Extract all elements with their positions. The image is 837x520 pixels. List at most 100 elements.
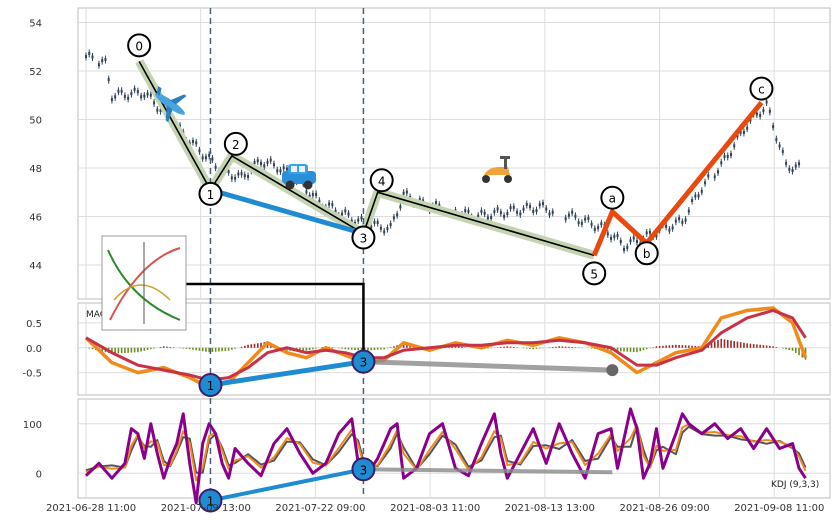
macd-histogram-bar (305, 347, 308, 351)
macd-histogram-bar (571, 347, 573, 348)
macd-histogram-bar (623, 347, 625, 352)
kdj-divergence-label-circle (351, 457, 376, 482)
kdj-divergence-label-circle (198, 488, 223, 513)
macd-histogram-bar (629, 347, 632, 352)
candle-body (584, 217, 587, 221)
macd-histogram-bar (558, 346, 560, 348)
x-tick-label: 2021-06-28 11:00 (46, 503, 136, 514)
macd-histogram-bar (636, 347, 638, 353)
macd-histogram-bar (642, 347, 645, 351)
candle-body (318, 199, 321, 203)
candle-body (347, 212, 350, 216)
macd-histogram-bar (746, 343, 748, 348)
candle-body (635, 240, 638, 244)
candle-body (648, 230, 651, 234)
price-y-tick: 48 (29, 164, 42, 175)
macd-histogram-bar (688, 345, 690, 348)
candle-body (146, 92, 149, 96)
scooter-icon (482, 156, 512, 183)
macd-histogram-bar (681, 345, 684, 348)
impulse-wave-label-text: 0 (135, 39, 143, 53)
candle-body (726, 154, 729, 158)
macd-gray-line (363, 359, 613, 373)
candle-body (538, 203, 541, 207)
macd-histogram-bar (114, 347, 116, 354)
candle-body (739, 130, 742, 134)
candle-body (123, 94, 126, 98)
candle-body (798, 162, 801, 166)
candle-body (600, 222, 603, 226)
candle-body (240, 172, 243, 176)
macd-histogram-bar (380, 347, 382, 350)
candle-body (285, 167, 288, 171)
macd-histogram-bar (224, 347, 227, 351)
macd-histogram-bar (568, 346, 570, 348)
macd-histogram-bar (137, 347, 139, 353)
price-y-tick: 50 (29, 116, 42, 127)
macd-histogram-bar (684, 345, 687, 348)
candle-body (522, 207, 525, 211)
candle-body (759, 114, 762, 118)
candle-body (691, 198, 694, 202)
candle-body (234, 176, 237, 180)
macd-histogram-bar (91, 347, 94, 350)
macd-divergence-label-circle (198, 373, 223, 398)
candle-body (593, 227, 596, 231)
candle-body (396, 213, 399, 217)
candle-body (266, 160, 269, 164)
macd-histogram-bar (733, 341, 736, 348)
macd-histogram-bar (354, 347, 356, 350)
price-y-tick: 44 (29, 261, 42, 272)
candle-body (632, 236, 635, 240)
candle-body (110, 98, 113, 102)
candle-body (645, 231, 648, 235)
correction-wave-label-text: c (758, 83, 765, 97)
macd-histogram-bar (730, 340, 732, 348)
candle-body (729, 153, 732, 157)
candle-body (402, 191, 405, 195)
macd-histogram-bar (723, 339, 726, 348)
macd-histogram-bar (133, 347, 136, 353)
macd-histogram-bar (260, 342, 262, 348)
macd-histogram-bar (769, 345, 771, 348)
correction-wave-label-circle (600, 185, 625, 210)
macd-histogram-bar (655, 346, 658, 348)
candle-body (577, 221, 580, 225)
macd-histogram-bar (162, 346, 165, 348)
candle-body (237, 172, 240, 176)
macd-histogram-bar (208, 347, 210, 353)
candle-body (243, 174, 246, 178)
macd-histogram-bar (302, 347, 304, 351)
macd-histogram-bar (218, 347, 220, 352)
candle-body (674, 219, 677, 223)
kdj-panel-frame (77, 398, 831, 499)
macd-histogram-bar (525, 347, 528, 349)
candle-body (373, 220, 376, 224)
macd-histogram-bar (503, 346, 505, 348)
candle-body (720, 161, 723, 165)
candle-body (655, 234, 658, 238)
candle-body (697, 194, 700, 198)
candle-body (483, 211, 486, 215)
candle-body (107, 78, 110, 82)
macd-histogram-bar (240, 346, 243, 348)
candle-body (195, 141, 198, 145)
macd-histogram-bar (668, 345, 671, 348)
macd-histogram-bar (234, 347, 236, 349)
candle-body (564, 217, 567, 221)
candle-body (707, 174, 710, 178)
macd-histogram-bar (143, 347, 146, 351)
candle-body (360, 216, 363, 220)
macd-histogram-bar (794, 347, 797, 353)
macd-histogram-bar (506, 346, 509, 348)
macd-histogram-bar (671, 345, 674, 348)
macd-histogram-bar (710, 342, 713, 348)
macd-histogram-bar (662, 345, 664, 348)
x-tick-label: 2021-08-03 11:00 (390, 503, 480, 514)
macd-histogram-bar (529, 347, 531, 349)
price-panel-frame (77, 7, 831, 300)
candle-body (525, 202, 528, 206)
macd-histogram-bar (694, 345, 697, 348)
airplane-icon (155, 85, 187, 123)
macd-divergence-label-circle (351, 349, 376, 374)
